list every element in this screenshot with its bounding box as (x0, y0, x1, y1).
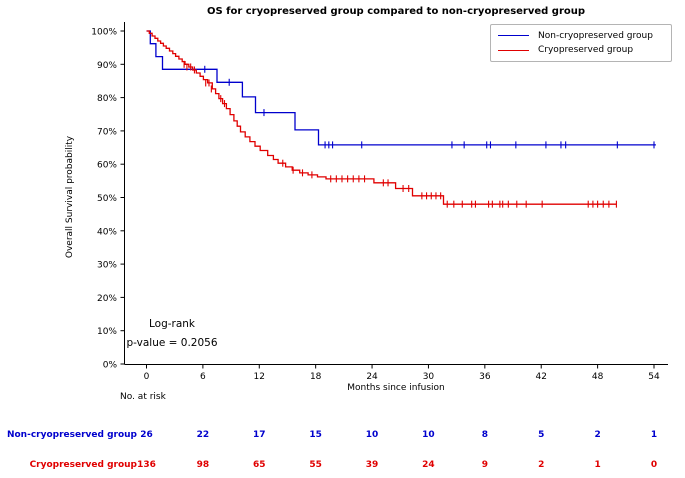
svg-text:0%: 0% (103, 361, 118, 371)
svg-text:0: 0 (651, 460, 657, 470)
svg-text:36: 36 (479, 372, 491, 382)
svg-text:30: 30 (423, 372, 435, 382)
svg-text:26: 26 (140, 430, 153, 440)
svg-text:80%: 80% (97, 94, 117, 104)
line-swatch-red-icon (498, 49, 529, 51)
x-axis-label: Months since infusion (347, 383, 445, 393)
risk-table-row: Non-cryopreserved group 26 22 17 15 10 10 8 5 2 1 (7, 430, 657, 440)
svg-text:12: 12 (254, 372, 265, 382)
chart-title: OS for cryopreserved group compared to n… (206, 6, 586, 17)
svg-text:39: 39 (366, 460, 379, 470)
svg-text:54: 54 (648, 372, 660, 382)
km-curve-non-cryopreserved (146, 30, 656, 149)
svg-text:24: 24 (422, 460, 435, 470)
legend-item-cryopreserved: Cryopreserved group (498, 45, 664, 55)
svg-text:65: 65 (253, 460, 266, 470)
risk-table-row: Cryopreserved group 136 98 65 55 39 24 9 2 1 0 (30, 460, 658, 470)
line-swatch-blue-icon (498, 35, 529, 37)
svg-text:136: 136 (137, 460, 156, 470)
svg-text:60%: 60% (97, 161, 117, 171)
km-curve-cryopreserved (146, 30, 617, 208)
svg-text:10: 10 (422, 430, 435, 440)
svg-text:8: 8 (482, 430, 488, 440)
logrank-label: Log-rank (148, 318, 196, 330)
svg-text:1: 1 (651, 430, 657, 440)
legend: Non-cryopreserved group Cryopreserved gr… (490, 24, 672, 62)
legend-label: Cryopreserved group (538, 45, 634, 56)
svg-text:42: 42 (535, 372, 546, 382)
svg-text:9: 9 (482, 460, 488, 470)
svg-text:70%: 70% (97, 127, 117, 137)
svg-text:40%: 40% (97, 227, 117, 237)
svg-text:22: 22 (197, 430, 210, 440)
pvalue-text: p-value = 0.2056 (126, 337, 218, 349)
y-axis-ticks: 0% 10% 20% 30% 40% 50% 60% 70% 80% 90% 100% (91, 28, 125, 371)
svg-text:98: 98 (197, 460, 210, 470)
svg-text:24: 24 (366, 372, 378, 382)
legend-item-non-cryopreserved: Non-cryopreserved group (498, 31, 664, 41)
svg-text:Cryopreserved group: Cryopreserved group (30, 460, 138, 470)
x-axis-ticks: 0 6 12 18 24 30 36 42 48 54 (144, 364, 660, 382)
svg-text:55: 55 (309, 460, 322, 470)
risk-table: Non-cryopreserved group 26 22 17 15 10 10 8 5 2 1C… (7, 430, 657, 470)
svg-text:30%: 30% (97, 261, 117, 271)
svg-text:18: 18 (310, 372, 322, 382)
svg-text:10: 10 (366, 430, 379, 440)
svg-text:15: 15 (309, 430, 322, 440)
y-axis-label: Overall Survival probability (65, 135, 75, 259)
svg-text:90%: 90% (97, 61, 117, 71)
svg-text:17: 17 (253, 430, 266, 440)
legend-label: Non-cryopreserved group (538, 30, 653, 41)
risk-table-header: No. at risk (120, 392, 166, 402)
svg-text:2: 2 (594, 430, 600, 440)
svg-text:48: 48 (592, 372, 604, 382)
logrank-annotation: Log-rank p-value = 0.2056 (110, 318, 234, 349)
svg-text:1: 1 (594, 460, 600, 470)
svg-text:10%: 10% (97, 327, 117, 337)
svg-text:100%: 100% (91, 28, 117, 38)
svg-text:50%: 50% (97, 194, 117, 204)
svg-text:5: 5 (538, 430, 544, 440)
svg-text:6: 6 (200, 372, 206, 382)
svg-text:2: 2 (538, 460, 544, 470)
svg-text:20%: 20% (97, 294, 117, 304)
axes (124, 22, 668, 365)
svg-text:Non-cryopreserved group: Non-cryopreserved group (7, 430, 138, 440)
svg-text:0: 0 (144, 372, 150, 382)
